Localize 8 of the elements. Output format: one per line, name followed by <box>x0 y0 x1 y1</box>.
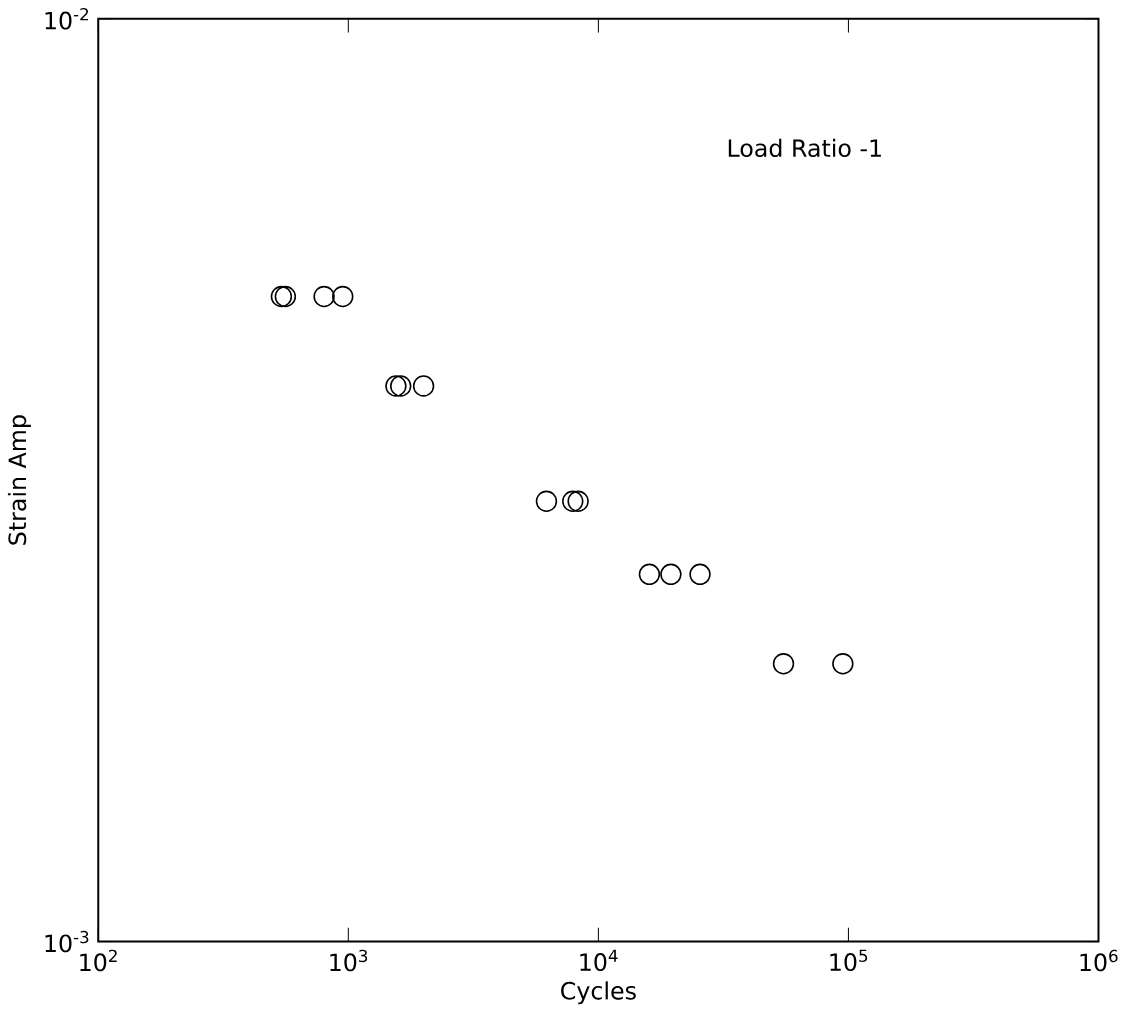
y-axis-title: Strain Amp <box>7 415 31 545</box>
x-tick-label: 10$^{5}$ <box>830 949 868 972</box>
x-tick-label: 10$^{3}$ <box>330 949 368 972</box>
x-axis-title: Cycles <box>561 981 636 1005</box>
annotation: Load Ratio -1 <box>728 138 881 158</box>
y-tick-label: 10$^{-2}$ <box>45 7 88 30</box>
x-tick-label: 10$^{4}$ <box>580 949 618 972</box>
x-tick-label: 10$^{6}$ <box>1080 949 1118 972</box>
